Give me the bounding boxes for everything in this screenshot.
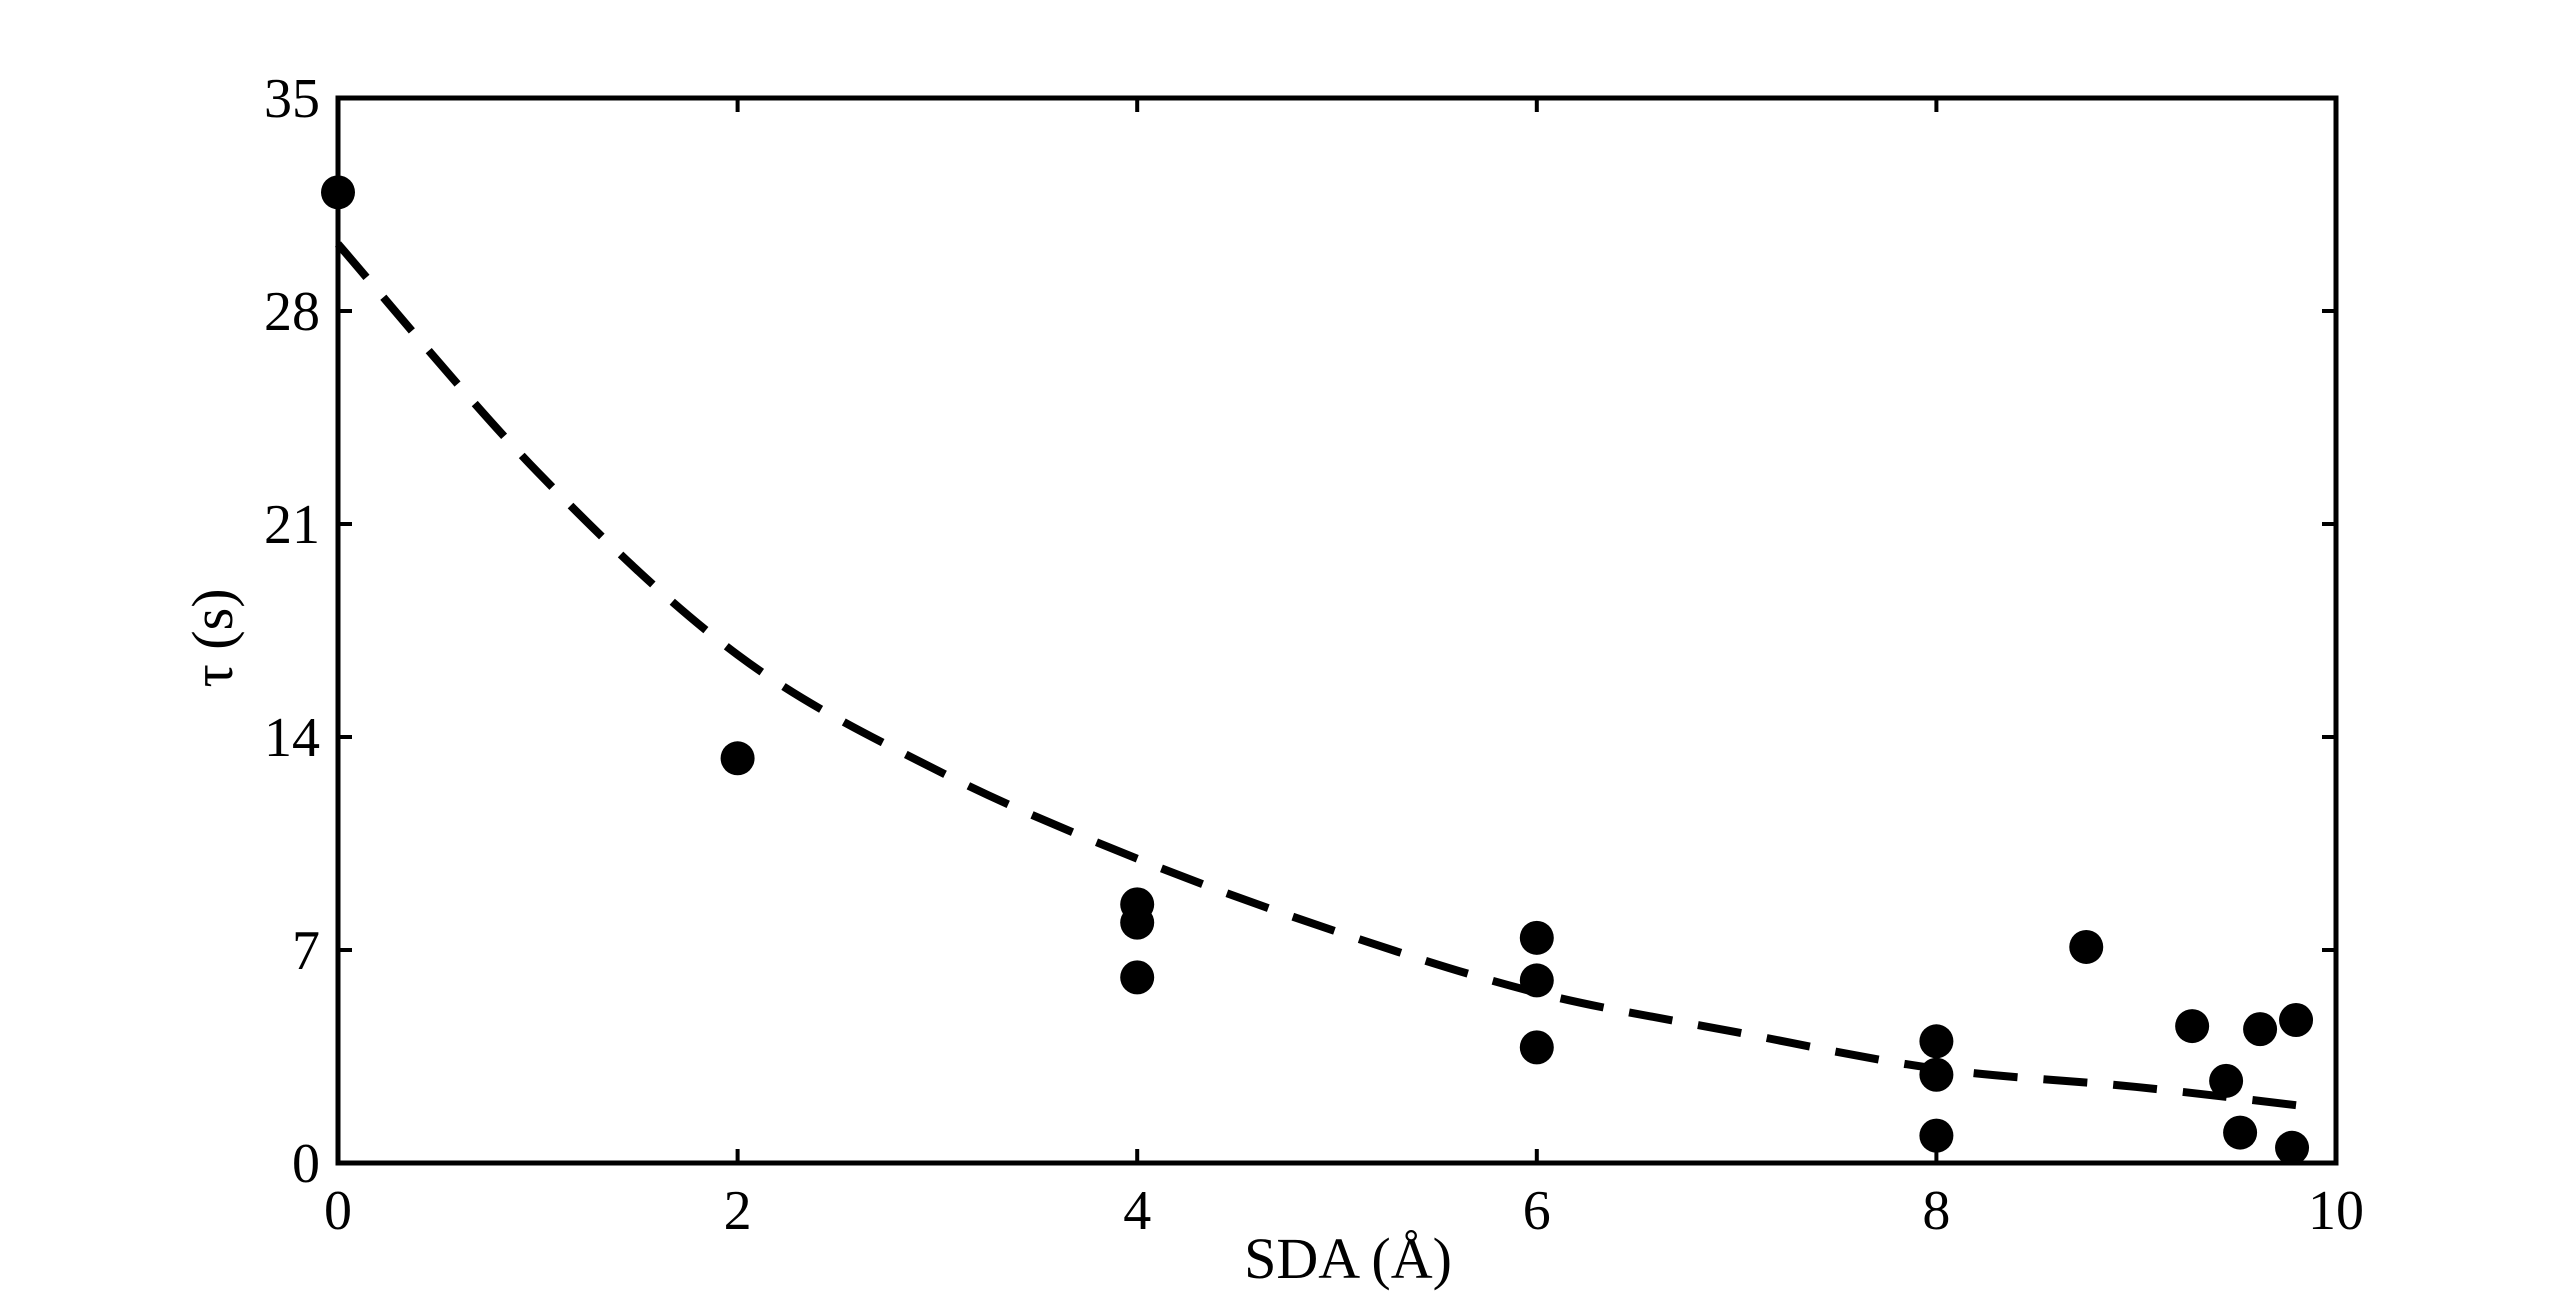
data-points-layer — [321, 175, 2314, 1165]
data-point — [2175, 1009, 2210, 1044]
data-point — [2243, 1012, 2278, 1047]
data-point — [1120, 960, 1155, 995]
data-point — [2279, 1002, 2314, 1037]
x-tick-label: 8 — [1922, 1180, 1950, 1242]
y-tick-label: 14 — [264, 707, 320, 769]
y-tick-label: 35 — [264, 68, 320, 130]
fit-curve — [334, 241, 2297, 1110]
x-tick-label: 6 — [1523, 1180, 1551, 1242]
data-point — [2069, 929, 2104, 964]
y-tick-label: 28 — [264, 281, 320, 343]
data-point — [1919, 1057, 1954, 1092]
y-tick-label: 0 — [292, 1133, 320, 1195]
axis-ticks — [336, 96, 2338, 1165]
data-point — [1519, 1030, 1554, 1065]
data-point — [720, 741, 755, 776]
y-tick-label: 7 — [292, 920, 320, 982]
x-tick-label: 4 — [1123, 1180, 1151, 1242]
data-point — [1519, 920, 1554, 955]
data-point — [321, 175, 355, 210]
data-point — [1120, 905, 1155, 940]
plot-frame — [335, 95, 2339, 1166]
y-tick-label: 21 — [264, 494, 320, 556]
fit-curve-layer — [334, 241, 2297, 1110]
data-point — [2275, 1130, 2310, 1165]
data-point — [1519, 963, 1554, 998]
tick-labels: 0 2 4 6 8 10 0 7 14 21 28 35 — [264, 68, 2364, 1242]
data-point — [2209, 1063, 2244, 1098]
data-point — [1919, 1024, 1954, 1059]
data-point — [1919, 1118, 1954, 1153]
data-point — [2223, 1115, 2258, 1150]
plot-border — [335, 95, 2339, 1166]
x-tick-label: 10 — [2308, 1180, 2364, 1242]
x-tick-label: 0 — [324, 1180, 352, 1242]
x-axis-label: SDA (Å) — [1244, 1226, 1452, 1291]
y-axis-label: τ (s) — [180, 588, 245, 687]
x-tick-label: 2 — [724, 1180, 752, 1242]
